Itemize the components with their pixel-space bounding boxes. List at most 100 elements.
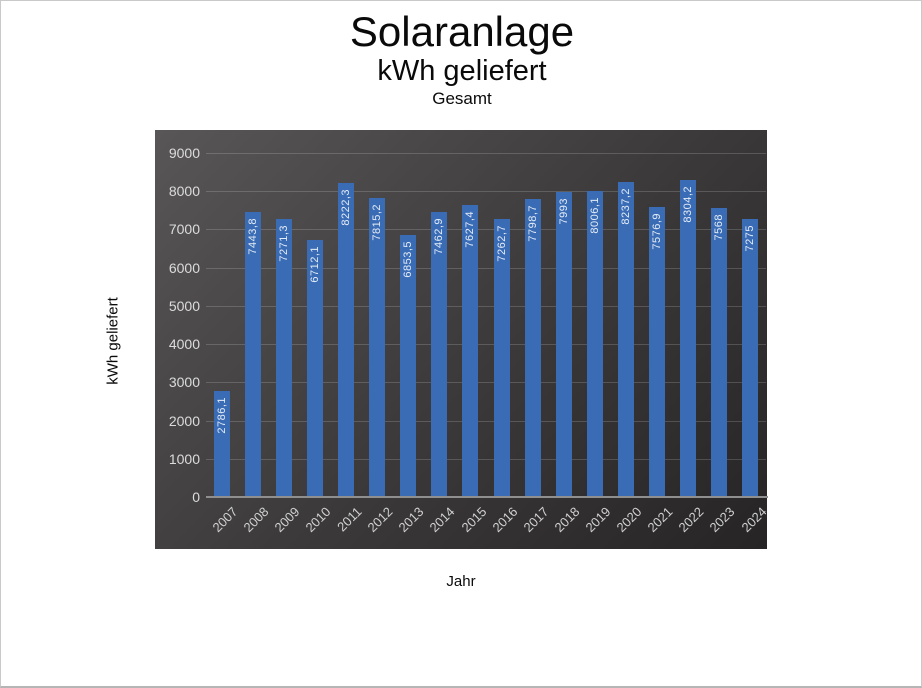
bar-slot: 7462,9: [424, 153, 455, 497]
bar-value-label: 7275: [744, 224, 757, 252]
bar-slot: 6853,5: [393, 153, 424, 497]
bar-2018: 7993: [555, 191, 572, 497]
chart-series-title: Gesamt: [432, 88, 492, 108]
y-axis-labels: 9000 8000 7000 6000 5000 4000 3000 2000 1000 0: [155, 145, 200, 505]
bar-slot: 2786,1: [206, 153, 237, 497]
bar-2011: 8222,3: [337, 182, 354, 497]
bar-2021: 7576,9: [649, 207, 666, 497]
bar-value-label: 6712,1: [308, 246, 321, 284]
x-tick-label-2012: 2012: [364, 504, 396, 536]
bar-value-label: 2786,1: [215, 396, 228, 434]
bar-slot: 7275: [735, 153, 766, 497]
bar-2023: 7568: [711, 207, 728, 497]
bar-slot: 7271,3: [268, 153, 299, 497]
gridline: [206, 153, 766, 154]
bar-slot: 6712,1: [299, 153, 330, 497]
bar-slot: 8222,3: [330, 153, 361, 497]
x-tick-label-2009: 2009: [271, 504, 303, 536]
gridline: [206, 458, 766, 460]
x-tick-label-2023: 2023: [706, 504, 738, 536]
chart-main-title: Solaranlage: [349, 8, 575, 55]
bars-row: 2786,1 7443,8 7271,3 6712,1 8222,3 7815,2 6853…: [206, 153, 766, 497]
y-tick-label: 9000: [168, 145, 200, 161]
bar-value-label: 8006,1: [588, 197, 601, 234]
bar-value-label: 7443,8: [246, 218, 259, 256]
bar-value-label: 7568: [713, 213, 726, 241]
y-tick-label: 5000: [168, 297, 200, 314]
y-tick-label: 6000: [168, 259, 200, 276]
gridline: [206, 229, 766, 231]
x-axis-baseline: [206, 496, 768, 498]
x-tick-label-2016: 2016: [489, 504, 521, 536]
bar-value-label: 8304,2: [682, 185, 695, 223]
bar-2016: 7262,7: [493, 219, 510, 497]
bar-2014: 7462,9: [431, 211, 448, 497]
y-tick-label: 2000: [168, 412, 200, 429]
bar-slot: 7798,7: [517, 153, 548, 497]
gridline: [206, 191, 766, 193]
y-axis-title: kWh geliefert: [104, 297, 122, 385]
x-tick-label-2019: 2019: [582, 504, 614, 536]
bar-2007: 2786,1: [213, 390, 230, 497]
bar-2022: 8304,2: [680, 179, 697, 497]
bar-slot: 7443,8: [237, 153, 268, 497]
bar-2015: 7627,4: [462, 205, 479, 497]
bar-value-label: 7993: [557, 197, 570, 224]
bar-2024: 7275: [742, 218, 759, 497]
x-tick-label-2007: 2007: [209, 504, 241, 536]
x-axis-labels: 2007 2008 2009 2010 2011 2012 2013 2014 2015 2016…: [206, 504, 770, 548]
chart-panel: 9000 8000 7000 6000 5000 4000 3000 2000 1000 0 27…: [155, 130, 770, 549]
bar-value-label: 7262,7: [495, 225, 508, 263]
bar-value-label: 7627,4: [464, 211, 477, 249]
x-tick-label-2020: 2020: [613, 504, 645, 536]
y-tick-label: 0: [192, 489, 200, 505]
x-axis-title: Jahr: [446, 573, 476, 590]
x-tick-label-2008: 2008: [240, 504, 272, 536]
x-tick-label-2011: 2011: [334, 504, 365, 535]
bar-value-label: 7462,9: [433, 217, 446, 255]
bar-value-label: 8237,2: [619, 188, 632, 225]
bar-2013: 6853,5: [400, 235, 417, 497]
x-tick-label-2017: 2017: [520, 504, 552, 536]
bar-slot: 7568: [704, 153, 735, 497]
x-tick-label-2015: 2015: [458, 504, 490, 536]
gridline: [206, 344, 766, 346]
bar-2010: 6712,1: [306, 240, 323, 497]
bar-value-label: 7576,9: [651, 213, 664, 251]
bar-slot: 7627,4: [455, 153, 486, 497]
bar-slot: 7262,7: [486, 153, 517, 497]
bar-2019: 8006,1: [586, 191, 603, 497]
chart-subtitle: kWh geliefert: [377, 55, 547, 88]
bar-slot: 7815,2: [362, 153, 393, 497]
x-tick-label-2014: 2014: [426, 504, 458, 536]
x-tick-label-2013: 2013: [395, 504, 427, 536]
bar-2012: 7815,2: [369, 198, 386, 497]
x-tick-label-2021: 2021: [644, 504, 676, 536]
bar-value-label: 8222,3: [339, 188, 352, 226]
bar-slot: 8006,1: [579, 153, 610, 497]
bar-slot: 7576,9: [642, 153, 673, 497]
gridline: [206, 382, 766, 384]
bar-slot: 7993: [548, 153, 579, 497]
bar-slot: 8237,2: [610, 153, 641, 497]
x-tick-label-2010: 2010: [302, 504, 334, 536]
bar-value-label: 7798,7: [526, 204, 539, 242]
bar-2017: 7798,7: [524, 198, 541, 497]
gridline: [206, 305, 766, 307]
gridline: [206, 420, 766, 422]
bar-value-label: 7271,3: [277, 225, 290, 262]
y-tick-label: 7000: [168, 221, 200, 238]
bar-2008: 7443,8: [244, 212, 261, 497]
title-block: Solaranlage kWh geliefert Gesamt: [1, 8, 922, 109]
bar-2009: 7271,3: [275, 219, 292, 497]
plot-area: 2786,1 7443,8 7271,3 6712,1 8222,3 7815,2 6853…: [206, 153, 766, 497]
x-tick-label-2018: 2018: [551, 504, 583, 536]
y-tick-label: 1000: [168, 450, 200, 467]
y-tick-label: 4000: [168, 336, 200, 353]
x-tick-label-2024: 2024: [738, 504, 770, 536]
y-tick-label: 3000: [168, 374, 200, 391]
bar-slot: 8304,2: [673, 153, 704, 497]
bar-value-label: 6853,5: [402, 241, 415, 278]
x-tick-label-2022: 2022: [675, 504, 707, 536]
